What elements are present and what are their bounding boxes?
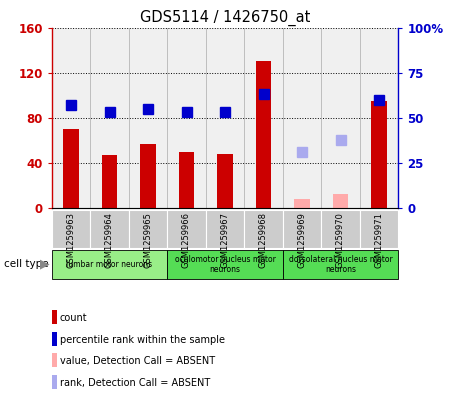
Text: GSM1259964: GSM1259964	[105, 212, 114, 268]
Text: GSM1259970: GSM1259970	[336, 212, 345, 268]
Text: cell type: cell type	[4, 259, 49, 269]
Text: GSM1259965: GSM1259965	[144, 212, 153, 268]
Text: GDS5114 / 1426750_at: GDS5114 / 1426750_at	[140, 10, 310, 26]
Bar	[294, 199, 310, 208]
Text: GSM1259966: GSM1259966	[182, 212, 191, 268]
Text: dorsolateral nucleus motor
neurons: dorsolateral nucleus motor neurons	[288, 255, 392, 274]
Text: GSM1259971: GSM1259971	[374, 212, 383, 268]
Bar	[140, 144, 156, 208]
Bar	[102, 155, 117, 208]
Text: ▶: ▶	[40, 258, 50, 271]
Text: count: count	[60, 313, 87, 323]
Text: GSM1259967: GSM1259967	[220, 212, 230, 268]
Bar	[63, 129, 79, 208]
Bar	[371, 101, 387, 208]
Text: value, Detection Call = ABSENT: value, Detection Call = ABSENT	[60, 356, 215, 366]
Text: rank, Detection Call = ABSENT: rank, Detection Call = ABSENT	[60, 378, 210, 388]
Text: GSM1259969: GSM1259969	[297, 212, 306, 268]
Bar	[256, 61, 271, 208]
Text: GSM1259968: GSM1259968	[259, 212, 268, 268]
Text: GSM1259963: GSM1259963	[67, 212, 76, 268]
Text: oculomotor nucleus motor
neurons: oculomotor nucleus motor neurons	[175, 255, 275, 274]
Bar	[333, 194, 348, 208]
Text: percentile rank within the sample: percentile rank within the sample	[60, 335, 225, 345]
Bar	[217, 154, 233, 208]
Bar	[179, 152, 194, 208]
Text: lumbar motor neurons: lumbar motor neurons	[67, 260, 153, 269]
